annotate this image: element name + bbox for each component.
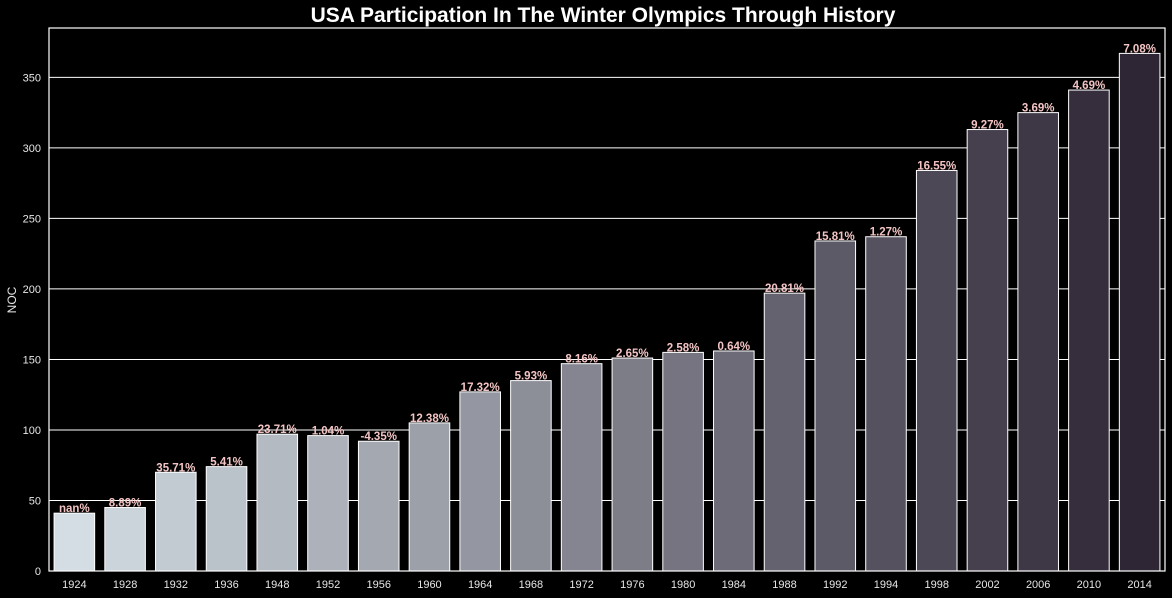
x-tick-label: 2006 (1026, 579, 1050, 591)
bar (155, 471, 197, 572)
x-tick-label: 1998 (924, 579, 948, 591)
data-label: 23.71% (258, 424, 297, 436)
y-tick-label: 300 (23, 143, 41, 155)
data-label: 8.89% (109, 498, 142, 510)
data-label: 7.08% (1123, 43, 1156, 55)
x-tick-label: 1992 (823, 579, 847, 591)
data-label: 4.69% (1073, 80, 1106, 92)
x-tick-label: 1932 (164, 579, 188, 591)
data-label: 5.93% (515, 371, 548, 383)
bar (1068, 89, 1110, 572)
data-label: 2.58% (667, 342, 700, 354)
x-tick-label: 1980 (671, 579, 695, 591)
data-label: 0.64% (718, 341, 751, 353)
bar (915, 169, 958, 572)
bar (865, 236, 907, 572)
x-tick-label: 1960 (417, 579, 441, 591)
data-label: 3.69% (1022, 103, 1055, 115)
x-tick-label: 1964 (468, 579, 492, 591)
bar (1017, 112, 1059, 572)
x-tick-label: 1968 (519, 579, 543, 591)
bar (459, 391, 501, 572)
x-tick-label: 1936 (214, 579, 238, 591)
bar (53, 512, 96, 572)
x-tick-label: 1948 (265, 579, 289, 591)
grid-lines (49, 76, 1165, 501)
x-tick-label: 1956 (366, 579, 390, 591)
x-tick-label: 2014 (1127, 579, 1151, 591)
x-tick-label: 2002 (975, 579, 999, 591)
y-tick-label: 150 (23, 354, 41, 366)
data-label: -4.35% (361, 431, 397, 443)
bar (814, 240, 857, 572)
bars (53, 52, 1161, 572)
data-label: 9.27% (971, 120, 1004, 132)
bar (763, 292, 806, 572)
chart-title: USA Participation In The Winter Olympics… (311, 4, 896, 27)
x-tick-label: 1984 (722, 579, 746, 591)
x-tick-label: 1976 (620, 579, 644, 591)
y-tick-label: 350 (23, 72, 41, 84)
axis-ticks: 0 50 100 150 200 250 300 350 1924 1928 1932 1936 194… (23, 72, 1152, 591)
data-label: 35.71% (156, 462, 195, 474)
data-label: 16.55% (917, 160, 956, 172)
x-tick-label: 1994 (874, 579, 898, 591)
data-label: 8.16% (565, 354, 598, 366)
x-tick-label: 1988 (772, 579, 796, 591)
x-tick-label: 1952 (316, 579, 340, 591)
bar (205, 466, 248, 572)
bar (256, 433, 299, 572)
data-label: 2.65% (616, 348, 649, 360)
data-label: 12.38% (410, 413, 449, 425)
bar (307, 435, 349, 572)
y-axis-label: NOC (5, 286, 19, 313)
y-tick-label: 100 (23, 425, 41, 437)
bar (611, 357, 654, 572)
y-tick-label: 50 (29, 495, 41, 507)
data-labels: nan% 8.89% 35.71% 5.41% 23.71% 1.04% -4.35% 12.… (59, 43, 1156, 515)
x-tick-label: 1928 (113, 579, 137, 591)
plot-frame (48, 27, 1166, 572)
bar (966, 129, 1009, 572)
x-tick-label: 1972 (569, 579, 593, 591)
data-label: 20.81% (765, 283, 804, 295)
bar (510, 380, 552, 572)
bar (357, 440, 400, 572)
data-label: 5.41% (210, 457, 243, 469)
data-label: 1.04% (312, 426, 345, 438)
bar (662, 351, 704, 572)
data-label: 17.32% (461, 382, 500, 394)
bar (1118, 52, 1161, 572)
bar (408, 422, 451, 572)
bar (104, 507, 146, 572)
y-tick-label: 250 (23, 213, 41, 225)
x-tick-label: 1924 (62, 579, 86, 591)
data-label: 15.81% (816, 231, 855, 243)
y-tick-label: 200 (23, 284, 41, 296)
data-label: 1.27% (870, 227, 903, 239)
x-tick-label: 2010 (1077, 579, 1101, 591)
y-tick-label: 0 (35, 566, 41, 578)
bar (713, 350, 755, 572)
data-label: nan% (59, 503, 90, 515)
bar (560, 363, 603, 572)
